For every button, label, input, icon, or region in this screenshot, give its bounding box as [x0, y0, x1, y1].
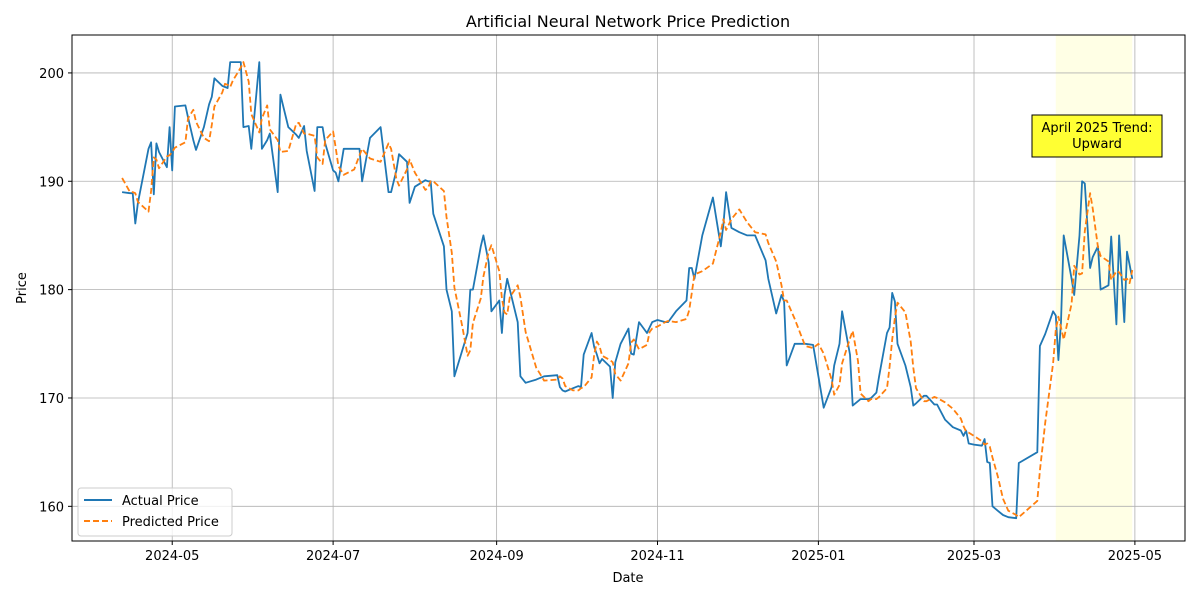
- chart-title: Artificial Neural Network Price Predicti…: [466, 12, 790, 31]
- y-tick-label: 180: [39, 284, 64, 299]
- trend-annotation-line-2: Upward: [1072, 137, 1122, 152]
- highlight-band: [1055, 35, 1133, 541]
- series-layer: [121, 61, 1134, 520]
- legend-box: [77, 487, 233, 537]
- trend-annotation-box: [1031, 114, 1163, 158]
- trend-annotation: April 2025 Trend: Upward: [1031, 114, 1163, 158]
- legend-label-predicted: Predicted Price: [122, 515, 219, 530]
- y-tick-label: 170: [39, 392, 64, 407]
- y-tick-label: 200: [39, 67, 64, 82]
- predicted-price-line: [121, 61, 1134, 519]
- x-tick-label: 2024-07: [306, 549, 360, 564]
- x-tick-label: 2025-01: [791, 549, 845, 564]
- x-tick-label: 2024-11: [630, 549, 684, 564]
- x-axis-ticks: 2024-05 2024-07 2024-09 2024-11 2025-01 2025-…: [145, 541, 1162, 564]
- x-tick-label: 2024-09: [469, 549, 523, 564]
- actual-price-line: [121, 61, 1134, 520]
- trend-annotation-line-1: April 2025 Trend:: [1041, 121, 1152, 136]
- plot-frame: [71, 34, 1186, 542]
- grid: [72, 35, 1185, 541]
- y-axis-label: Price: [15, 272, 30, 304]
- x-tick-label: 2025-03: [947, 549, 1001, 564]
- x-tick-label: 2025-05: [1108, 549, 1162, 564]
- y-tick-label: 190: [39, 175, 64, 190]
- legend-label-actual: Actual Price: [122, 494, 199, 509]
- legend: Actual Price Predicted Price: [77, 487, 233, 537]
- y-axis-ticks: 160 170 180 190 200: [39, 67, 72, 515]
- highlight-region: [1055, 35, 1133, 541]
- x-tick-label: 2024-05: [145, 549, 199, 564]
- x-axis-label: Date: [612, 571, 643, 586]
- y-tick-label: 160: [39, 500, 64, 515]
